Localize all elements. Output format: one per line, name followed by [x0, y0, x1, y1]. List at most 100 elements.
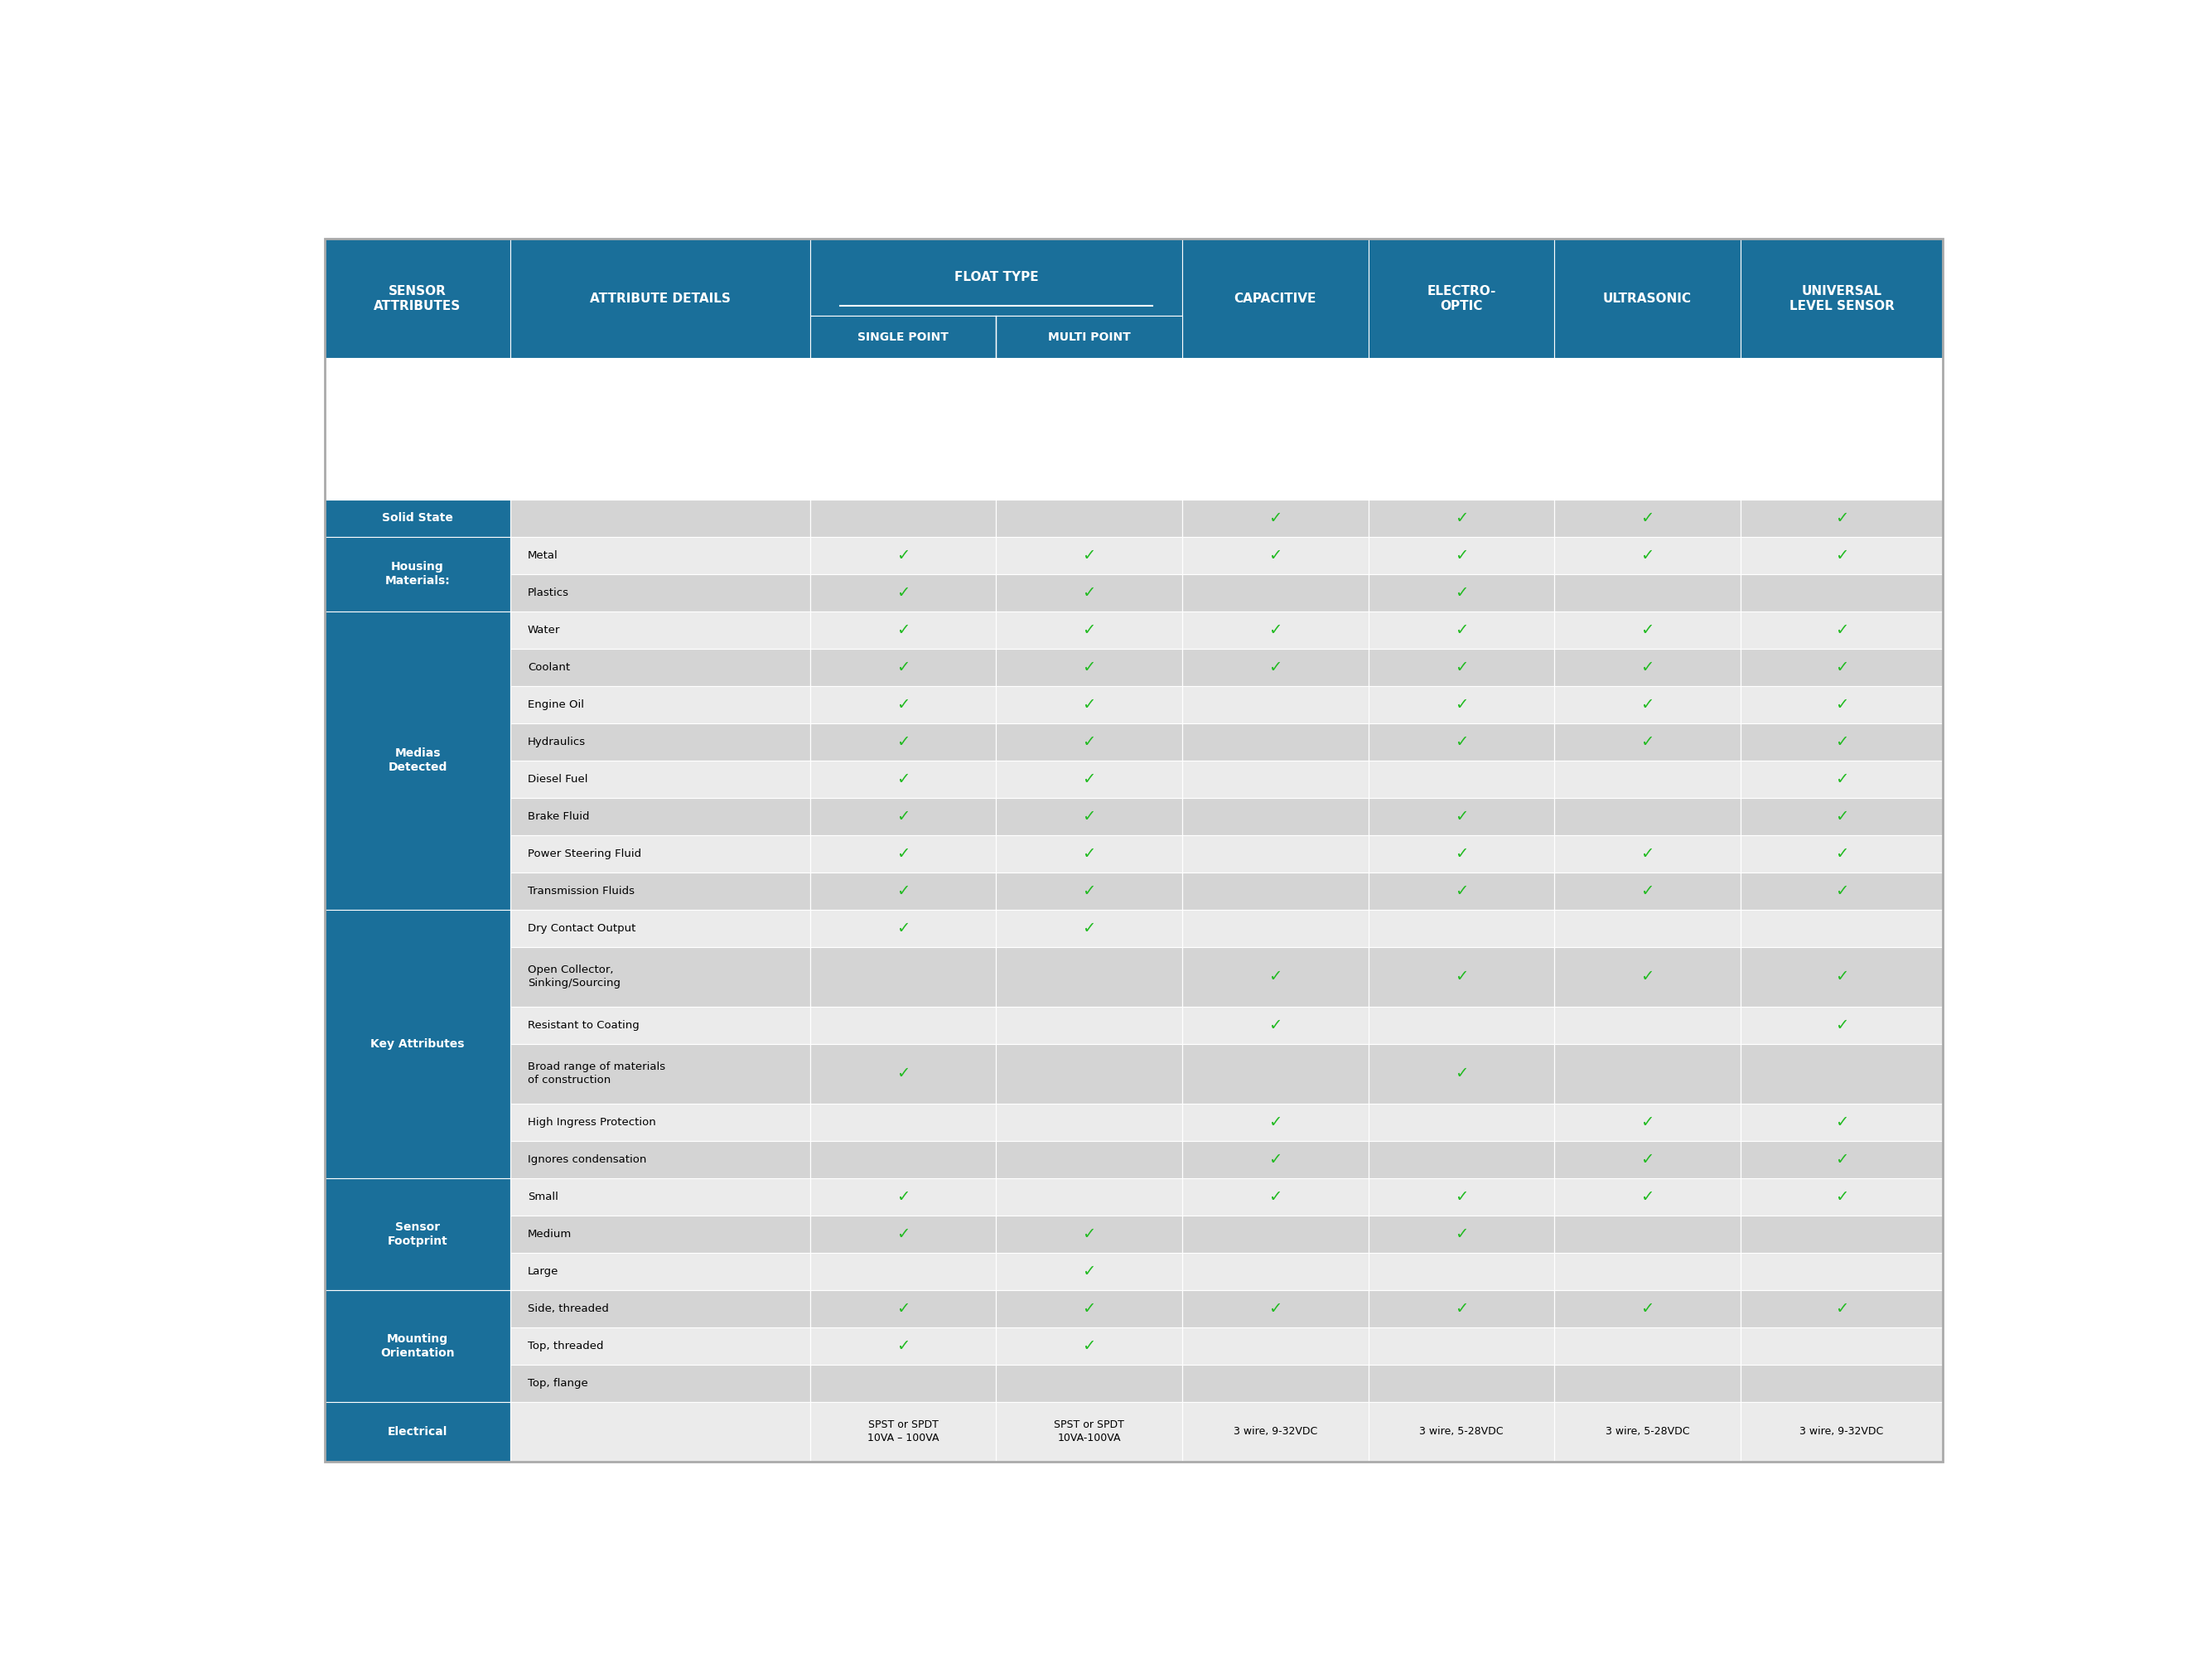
Text: ✓: ✓	[1082, 547, 1095, 564]
Bar	[1369, 909, 1555, 947]
Text: ✓: ✓	[1082, 697, 1095, 712]
Text: ✓: ✓	[896, 1189, 909, 1204]
Bar	[511, 1364, 810, 1401]
Text: ✓: ✓	[1641, 1114, 1655, 1129]
Text: ✓: ✓	[1836, 1301, 1849, 1316]
Text: SENSOR
ATTRIBUTES: SENSOR ATTRIBUTES	[374, 285, 460, 312]
Text: ✓: ✓	[1455, 882, 1469, 899]
Bar	[810, 836, 995, 872]
Text: Brake Fluid: Brake Fluid	[529, 811, 588, 822]
Bar	[1741, 909, 1942, 947]
Bar	[1555, 1328, 1741, 1364]
Bar	[1369, 1216, 1555, 1253]
Text: ✓: ✓	[1082, 659, 1095, 676]
Bar	[810, 1328, 995, 1364]
Text: Metal: Metal	[529, 550, 557, 560]
Bar	[511, 1178, 810, 1216]
Text: Medias
Detected: Medias Detected	[387, 747, 447, 774]
Bar	[1555, 872, 1741, 909]
Bar	[810, 909, 995, 947]
Bar	[511, 1141, 810, 1178]
Bar	[1181, 239, 1369, 359]
Bar	[1741, 1141, 1942, 1178]
Text: Diesel Fuel: Diesel Fuel	[529, 774, 588, 784]
Bar	[1555, 649, 1741, 686]
Bar	[1369, 1401, 1555, 1461]
Bar	[1741, 1216, 1942, 1253]
Bar	[511, 1401, 810, 1461]
Text: ✓: ✓	[1641, 734, 1655, 749]
Bar	[995, 1401, 1181, 1461]
Bar	[1369, 1328, 1555, 1364]
Text: ✓: ✓	[1641, 622, 1655, 637]
Bar	[810, 499, 995, 537]
Bar	[810, 537, 995, 574]
Text: ✓: ✓	[1455, 1189, 1469, 1204]
Text: ✓: ✓	[1641, 882, 1655, 899]
Text: Engine Oil: Engine Oil	[529, 699, 584, 711]
Text: ✓: ✓	[1267, 1189, 1283, 1204]
Text: 3 wire, 9-32VDC: 3 wire, 9-32VDC	[1234, 1426, 1316, 1436]
Text: ✓: ✓	[1836, 809, 1849, 824]
Text: Key Attributes: Key Attributes	[372, 1037, 465, 1049]
Bar	[1369, 239, 1555, 359]
Text: ✓: ✓	[1082, 809, 1095, 824]
Text: ✓: ✓	[1836, 697, 1849, 712]
Bar	[810, 724, 995, 761]
Bar	[1741, 499, 1942, 537]
Text: ✓: ✓	[1836, 734, 1849, 749]
Text: ✓: ✓	[896, 1301, 909, 1316]
Bar	[995, 947, 1181, 1006]
Bar	[810, 947, 995, 1006]
Bar	[995, 761, 1181, 797]
Bar	[1181, 649, 1369, 686]
Text: ✓: ✓	[1836, 1151, 1849, 1168]
Bar	[995, 574, 1181, 610]
Text: ✓: ✓	[1267, 510, 1283, 525]
Bar	[995, 1364, 1181, 1401]
Text: Open Collector,
Sinking/Sourcing: Open Collector, Sinking/Sourcing	[529, 964, 622, 989]
Bar	[1369, 1104, 1555, 1141]
Text: ✓: ✓	[1082, 585, 1095, 600]
Bar	[1181, 610, 1369, 649]
Bar	[995, 872, 1181, 909]
Bar	[1741, 1006, 1942, 1044]
Text: ✓: ✓	[1836, 510, 1849, 525]
Text: ✓: ✓	[896, 659, 909, 676]
Bar	[1741, 947, 1942, 1006]
Text: ✓: ✓	[896, 771, 909, 787]
Bar	[325, 359, 1942, 499]
Bar	[1369, 1178, 1555, 1216]
Bar	[1369, 610, 1555, 649]
Text: ✓: ✓	[1836, 1114, 1849, 1129]
Text: ✓: ✓	[1455, 969, 1469, 984]
Bar	[810, 239, 1181, 315]
Bar	[511, 872, 810, 909]
Bar	[1555, 836, 1741, 872]
Text: ✓: ✓	[1641, 1301, 1655, 1316]
Text: ✓: ✓	[896, 622, 909, 637]
Text: Dry Contact Output: Dry Contact Output	[529, 922, 635, 934]
Bar	[810, 649, 995, 686]
Text: ✓: ✓	[1836, 969, 1849, 984]
Text: Top, flange: Top, flange	[529, 1378, 588, 1388]
Text: Coolant: Coolant	[529, 662, 571, 672]
Bar	[325, 1401, 511, 1461]
Text: ✓: ✓	[1455, 697, 1469, 712]
Bar	[1181, 1253, 1369, 1289]
Bar	[995, 909, 1181, 947]
Text: ✓: ✓	[896, 547, 909, 564]
Text: ✓: ✓	[1836, 846, 1849, 861]
Bar	[1181, 1006, 1369, 1044]
Bar	[810, 1178, 995, 1216]
Text: Plastics: Plastics	[529, 587, 568, 599]
Text: ✓: ✓	[1082, 882, 1095, 899]
Text: ✓: ✓	[1836, 882, 1849, 899]
Bar	[1555, 1044, 1741, 1104]
Text: Power Steering Fluid: Power Steering Fluid	[529, 849, 641, 859]
Bar	[995, 1328, 1181, 1364]
Text: ✓: ✓	[1455, 622, 1469, 637]
Bar	[1741, 610, 1942, 649]
Text: ✓: ✓	[1641, 969, 1655, 984]
Text: ✓: ✓	[896, 882, 909, 899]
